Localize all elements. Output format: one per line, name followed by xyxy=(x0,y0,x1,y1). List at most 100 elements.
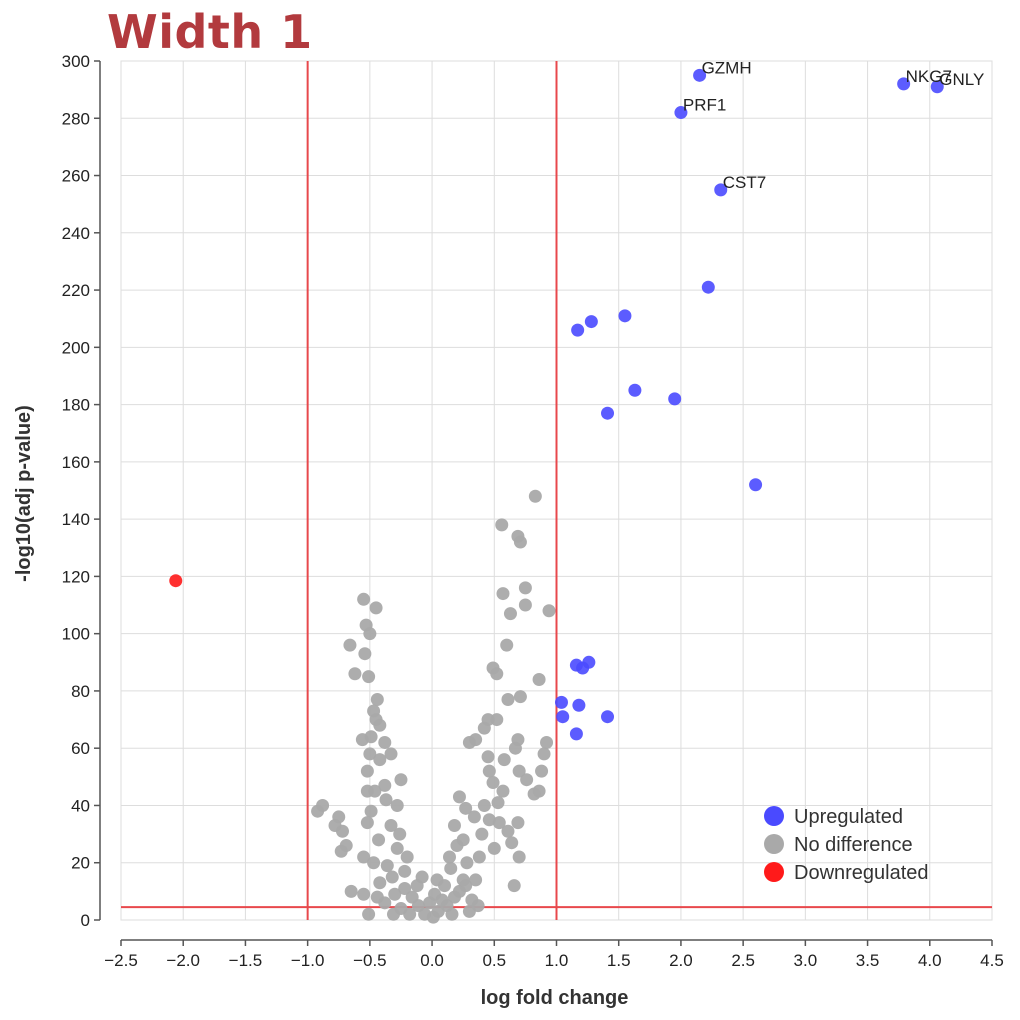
y-tick-label: 280 xyxy=(62,109,90,128)
no-difference-point xyxy=(482,813,496,827)
y-tick-label: 140 xyxy=(62,510,90,529)
no-difference-point xyxy=(363,627,377,641)
y-tick-label: 20 xyxy=(71,854,90,873)
upregulated-point xyxy=(572,698,586,712)
legend-label: No difference xyxy=(794,834,913,856)
no-difference-point xyxy=(532,672,546,686)
no-difference-point xyxy=(456,833,470,847)
x-tick-label: −2.5 xyxy=(104,951,138,970)
no-difference-point xyxy=(360,816,374,830)
no-difference-point xyxy=(400,850,414,864)
x-axis-label: log fold change xyxy=(481,987,629,1009)
no-difference-point xyxy=(527,787,541,801)
no-difference-point xyxy=(490,667,504,681)
no-difference-point xyxy=(482,764,496,778)
no-difference-point xyxy=(370,890,384,904)
threshold-lines xyxy=(121,61,992,920)
upregulated-point xyxy=(584,315,598,329)
no-difference-point xyxy=(393,827,407,841)
no-difference-point xyxy=(447,819,461,833)
upregulated-point xyxy=(571,323,585,337)
y-tick-label: 200 xyxy=(62,338,90,357)
no-difference-point xyxy=(363,747,377,761)
legend: Upregulated No difference Downregulated xyxy=(764,806,929,884)
upregulated-point xyxy=(556,710,570,724)
upregulated-point xyxy=(618,309,632,323)
no-difference-point xyxy=(497,753,511,767)
no-difference-point xyxy=(518,598,532,612)
no-difference-point xyxy=(403,907,417,921)
upregulated-point xyxy=(554,695,568,709)
upregulated-point xyxy=(714,183,728,197)
no-difference-point xyxy=(492,816,506,830)
y-tick-label: 120 xyxy=(62,567,90,586)
no-difference-point xyxy=(540,735,554,749)
no-difference-point xyxy=(358,647,372,661)
upregulated-point xyxy=(569,727,583,741)
no-difference-point xyxy=(394,773,408,787)
upregulated-point xyxy=(693,68,707,82)
legend-marker-upregulated xyxy=(764,806,784,826)
x-tick-label: −0.5 xyxy=(353,951,387,970)
upregulated-point xyxy=(668,392,682,406)
no-difference-point xyxy=(469,873,483,887)
x-tick-label: 3.0 xyxy=(794,951,818,970)
no-difference-point xyxy=(477,721,491,735)
no-difference-point xyxy=(311,804,325,818)
no-difference-point xyxy=(460,856,474,870)
no-difference-point xyxy=(500,638,514,652)
upregulated-point xyxy=(897,77,911,91)
no-difference-point xyxy=(503,607,517,621)
no-difference-point xyxy=(398,882,412,896)
no-difference-point xyxy=(447,890,461,904)
y-tick-label: 180 xyxy=(62,396,90,415)
upregulated-point xyxy=(674,106,688,120)
no-difference-point xyxy=(362,907,376,921)
no-difference-point xyxy=(472,850,486,864)
no-difference-point xyxy=(360,784,374,798)
no-difference-point xyxy=(475,827,489,841)
no-difference-point xyxy=(343,638,357,652)
no-difference-point xyxy=(542,604,556,618)
no-difference-point xyxy=(444,861,458,875)
upregulated-point xyxy=(628,383,642,397)
x-tick-label: 0.5 xyxy=(482,951,506,970)
y-tick-label: 300 xyxy=(62,52,90,71)
legend-marker-downregulated xyxy=(764,862,784,882)
legend-marker-no-difference xyxy=(764,834,784,854)
no-difference-point xyxy=(513,690,527,704)
no-difference-point xyxy=(360,764,374,778)
upregulated-point xyxy=(749,478,763,492)
gene-label: GZMH xyxy=(702,58,752,77)
y-tick-label: 0 xyxy=(81,911,90,930)
no-difference-point xyxy=(467,810,481,824)
y-tick-label: 40 xyxy=(71,796,90,815)
no-difference-point xyxy=(528,489,542,503)
y-tick-label: 240 xyxy=(62,224,90,243)
no-difference-point xyxy=(511,816,525,830)
no-difference-point xyxy=(362,670,376,684)
no-difference-point xyxy=(481,750,495,764)
y-tick-label: 100 xyxy=(62,625,90,644)
legend-label: Upregulated xyxy=(794,806,903,828)
no-difference-point xyxy=(335,824,349,838)
y-tick-label: 160 xyxy=(62,453,90,472)
x-tick-label: 1.0 xyxy=(545,951,569,970)
no-difference-point xyxy=(373,718,387,732)
no-difference-point xyxy=(477,798,491,812)
no-difference-point xyxy=(456,873,470,887)
no-difference-point xyxy=(445,907,459,921)
no-difference-point xyxy=(459,801,473,815)
upregulated-point xyxy=(601,710,615,724)
no-difference-point xyxy=(384,747,398,761)
no-difference-point xyxy=(496,587,510,601)
no-difference-point xyxy=(508,741,522,755)
no-difference-point xyxy=(348,667,362,681)
no-difference-point xyxy=(535,764,549,778)
no-difference-point xyxy=(501,693,515,707)
y-tick-label: 260 xyxy=(62,167,90,186)
no-difference-point xyxy=(367,856,381,870)
upregulated-point xyxy=(601,406,615,420)
